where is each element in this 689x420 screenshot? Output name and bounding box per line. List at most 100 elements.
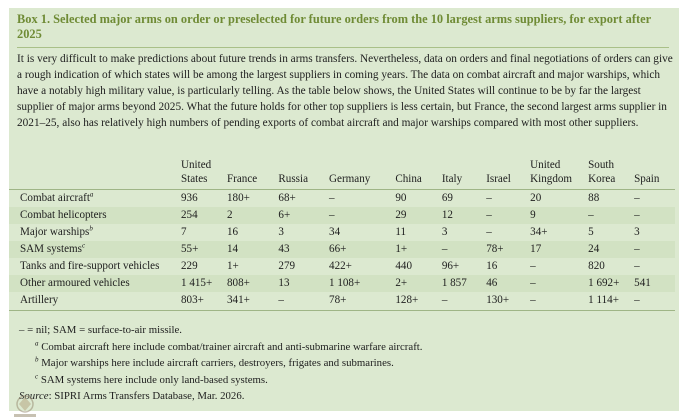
header-italy: Italy [437,158,483,190]
table-cell: 5 [588,226,594,238]
header-france: France [223,158,275,190]
table-notes: – = nil; SAM = surface-to-air missile. a… [19,322,659,405]
table-cell: – [530,260,536,272]
table-row: Other armoured vehicles 1 415+ 808+ 13 1 108… [9,275,675,292]
table-cell: 1+ [391,241,438,258]
table-cell: 17 [526,241,585,258]
table-cell: 180+ [227,192,250,204]
table-cell: – [329,192,335,204]
table-cell: 24 [584,241,631,258]
footnote-mark: b [89,224,93,233]
source-text: : SIPRI Arms Transfers Database, Mar. 20… [48,390,245,402]
header-spain: Spain [630,158,675,190]
table-cell: 1 692+ [584,275,631,292]
table-cell: 90 [395,192,407,204]
table-cell: 3 [634,226,640,238]
footnote-c: c SAM systems here include only land-bas… [35,371,268,386]
table-row: Major warshipsb 7 16 3 34 11 3 – 34+ 5 3 [9,224,675,241]
table-cell: 20 [530,192,542,204]
table-cell: – [486,192,492,204]
table-cell: – [630,241,675,258]
arms-orders-table: United States France Russia Germany Chin… [9,158,675,311]
abbreviation-legend: – = nil; SAM = surface-to-air missile. [19,324,183,336]
table-cell: 68+ [278,192,296,204]
row-label: Artillery [9,292,177,311]
table-cell: 820 [588,260,605,272]
header-israel: Israel [482,158,527,190]
table-cell: 46 [482,275,527,292]
header-russia: Russia [274,158,326,190]
table-cell: 78+ [482,241,527,258]
row-label: Combat helicopters [9,207,177,224]
table-cell: 55+ [177,241,223,258]
table-cell: 3 [278,226,284,238]
table-cell: 1 114+ [584,292,631,311]
box-intro-text: It is very difficult to make predictions… [17,53,673,129]
footnote-a: a Combat aircraft here include combat/tr… [35,338,423,353]
table-cell: – [526,275,585,292]
table-cell: 1 857 [437,275,483,292]
table-cell: 16 [227,226,239,238]
table-cell: – [274,292,326,311]
table-cell: – [482,207,527,224]
table-cell: 12 [437,207,483,224]
footnote-mark: a [89,190,94,199]
table-cell: – [634,260,640,272]
header-united-kingdom: United Kingdom [526,158,585,190]
table-cell: 6+ [274,207,326,224]
table-cell: – [437,292,483,311]
table-cell: – [486,226,492,238]
info-box: Box 1. Selected major arms on order or p… [9,8,679,417]
table-cell: 11 [395,226,407,238]
table-cell: 14 [223,241,275,258]
table-cell: 1 108+ [325,275,392,292]
table-cell: 808+ [223,275,275,292]
table-cell: 254 [177,207,223,224]
table-cell: 936 [181,192,198,204]
table-row: Combat helicopters 254 2 6+ –29 12–9– – [9,207,675,224]
table-cell: 16 [486,260,498,272]
table-cell: 69 [441,192,453,204]
table-cell: 9 [526,207,585,224]
table-header-row: United States France Russia Germany Chin… [9,158,675,190]
title-divider [17,47,669,48]
table-cell: 29 [391,207,438,224]
table-cell: 66+ [325,241,392,258]
table-cell: – [325,207,392,224]
table-cell: 422+ [329,260,352,272]
box-title: Box 1. Selected major arms on order or p… [17,12,651,41]
table-cell: 3 [441,226,448,238]
table-cell: 2+ [391,275,438,292]
table-cell: 1+ [227,260,239,272]
footnote-b: b Major warships here include aircraft c… [35,355,394,369]
row-label: Major warshipsb [20,224,93,238]
header-category [9,158,177,190]
table-cell: 279 [278,260,296,272]
table-cell: 229 [181,260,198,272]
table-cell: 43 [274,241,326,258]
table-cell: 128+ [391,292,438,311]
table-cell: 130+ [482,292,527,311]
table-cell: – [437,241,483,258]
header-south-korea: South Korea [584,158,631,190]
header-united-states: United States [177,158,223,190]
table-cell: 7 [181,226,187,238]
table-cell: 34 [329,226,341,238]
table-row: Tanks and fire-support vehicles 229 1+ 279 4… [9,258,675,275]
table-cell: 341+ [223,292,275,311]
table-row: Combat aircrafta 936 180+ 68+ – 90 69 – 20 88 – [9,190,675,208]
table-cell: 1 415+ [177,275,223,292]
header-germany: Germany [325,158,392,190]
table-cell: – [630,292,675,311]
table-cell: 541 [630,275,675,292]
header-china: China [391,158,438,190]
table-cell: 78+ [325,292,392,311]
table-cell: – [630,207,675,224]
footnote-mark: c [81,241,86,250]
source-line: Source: SIPRI Arms Transfers Database, M… [19,388,659,405]
table-cell: 803+ [177,292,223,311]
row-label: Combat aircrafta [20,190,94,204]
table-cell: 96+ [441,260,460,272]
table-row: SAM systemsc 55+ 14 43 66+ 1+ –78+ 17 24– [9,241,675,258]
row-label: SAM systemsc [9,241,177,258]
